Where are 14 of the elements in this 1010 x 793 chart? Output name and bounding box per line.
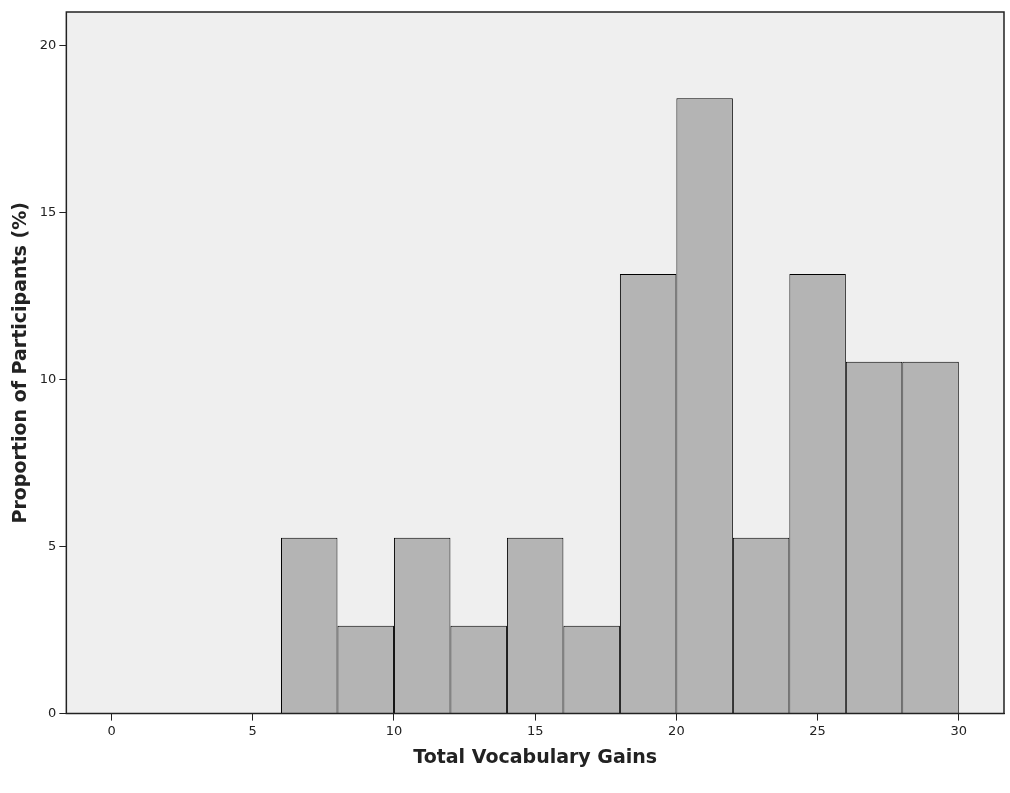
x-tick-label: 30 xyxy=(950,722,968,738)
y-tick-label: 15 xyxy=(39,203,57,219)
y-axis-title: Proportion of Participants (%) xyxy=(8,202,31,524)
y-tick-label: 0 xyxy=(48,704,57,720)
x-tick-label: 15 xyxy=(526,722,544,738)
x-tick-label: 5 xyxy=(248,722,257,738)
x-tick-label: 0 xyxy=(107,722,116,738)
y-tick-label: 20 xyxy=(39,36,57,52)
x-axis-title: Total Vocabulary Gains xyxy=(413,744,658,767)
y-tick-label: 5 xyxy=(48,537,57,553)
y-tick-label: 10 xyxy=(39,370,57,386)
x-tick-label: 20 xyxy=(668,722,685,738)
x-tick-label: 10 xyxy=(385,722,403,738)
x-tick-label: 25 xyxy=(809,722,826,738)
